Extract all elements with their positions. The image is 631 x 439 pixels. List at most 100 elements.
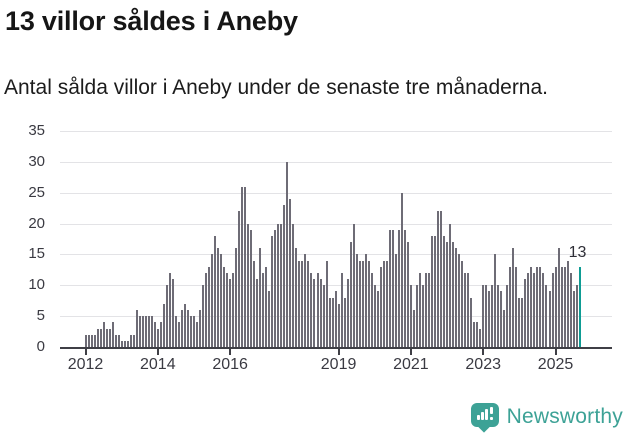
bar xyxy=(253,260,256,347)
x-axis-tick-label: 2021 xyxy=(393,356,429,373)
bar xyxy=(467,272,470,347)
bar xyxy=(280,223,283,347)
bar xyxy=(358,260,361,347)
bar xyxy=(310,272,313,347)
bar xyxy=(506,285,509,347)
x-axis-tick xyxy=(156,349,159,355)
mini-bar-icon xyxy=(480,412,484,420)
bar xyxy=(403,229,406,347)
bar xyxy=(479,328,482,347)
bar xyxy=(162,303,165,347)
bar xyxy=(174,316,177,347)
bar xyxy=(461,260,464,347)
bar xyxy=(250,229,253,347)
bar xyxy=(464,272,467,347)
bar xyxy=(171,279,174,347)
bar xyxy=(488,291,491,347)
x-axis-tick-label: 2012 xyxy=(67,356,104,373)
bar xyxy=(370,272,373,347)
bar xyxy=(229,279,232,347)
bar xyxy=(509,266,512,347)
exclamation-icon xyxy=(489,407,493,414)
last-value-annotation: 13 xyxy=(568,243,587,261)
bar xyxy=(515,266,518,347)
newsworthy-logo-icon xyxy=(470,402,500,433)
bar xyxy=(286,161,289,347)
bar xyxy=(373,285,376,347)
x-axis-tick xyxy=(554,349,557,355)
bar xyxy=(156,328,159,347)
bar xyxy=(554,266,557,347)
bar xyxy=(84,334,87,347)
bar xyxy=(153,322,156,347)
bar xyxy=(256,279,259,347)
bar xyxy=(325,260,328,347)
bar xyxy=(96,328,99,347)
x-axis-tick xyxy=(482,349,485,355)
bar xyxy=(220,254,223,347)
bar xyxy=(138,316,141,347)
newsworthy-logo[interactable]: Newsworthy xyxy=(470,402,623,433)
gridline-y25 xyxy=(60,192,612,194)
bar xyxy=(192,316,195,347)
bar xyxy=(563,266,566,347)
bar xyxy=(470,297,473,347)
gridline-y15 xyxy=(60,254,612,256)
bar xyxy=(202,285,204,347)
bar xyxy=(211,254,214,347)
x-axis-tick-label: 2019 xyxy=(320,356,357,373)
bar xyxy=(560,266,563,347)
bar xyxy=(418,272,421,347)
bar xyxy=(114,334,117,347)
bar xyxy=(575,285,578,347)
bar xyxy=(458,254,461,347)
bar xyxy=(518,297,521,347)
bar xyxy=(349,242,352,347)
bar xyxy=(397,229,400,347)
bar xyxy=(141,316,144,347)
bar xyxy=(195,322,198,347)
bar xyxy=(337,303,340,347)
bar xyxy=(382,260,385,347)
bar xyxy=(277,223,280,347)
bar xyxy=(283,205,286,347)
bar xyxy=(379,266,382,347)
bar xyxy=(135,309,138,347)
bar xyxy=(566,260,569,347)
y-axis-tick-label: 20 xyxy=(28,214,45,232)
bar xyxy=(307,260,310,347)
bar xyxy=(391,229,394,347)
bar xyxy=(530,266,533,347)
bar xyxy=(129,334,132,347)
bar xyxy=(265,266,268,347)
bar xyxy=(177,322,180,347)
bar xyxy=(536,266,539,347)
bar xyxy=(247,223,250,347)
bar xyxy=(316,272,319,347)
bar xyxy=(289,198,292,347)
bar xyxy=(90,334,93,347)
bar xyxy=(394,254,397,347)
bar xyxy=(343,297,346,347)
y-axis-tick-label: 0 xyxy=(36,338,45,355)
highlighted-bar xyxy=(578,266,581,347)
bar xyxy=(214,235,217,347)
bar xyxy=(223,266,226,347)
x-axis-tick-label: 2025 xyxy=(537,356,574,373)
bar xyxy=(434,235,436,347)
bar xyxy=(376,291,379,347)
bar xyxy=(412,309,415,347)
bar xyxy=(500,291,503,347)
bar xyxy=(485,285,488,347)
bar xyxy=(452,242,455,347)
newsworthy-logo-text: Newsworthy xyxy=(506,405,623,428)
bar xyxy=(235,248,238,347)
bar-chart-plot-area xyxy=(60,131,612,349)
bar xyxy=(545,285,548,347)
bar xyxy=(533,272,536,347)
bar xyxy=(313,279,316,347)
bar xyxy=(494,254,497,347)
bar xyxy=(168,272,171,347)
exclamation-dot-icon xyxy=(489,417,493,420)
